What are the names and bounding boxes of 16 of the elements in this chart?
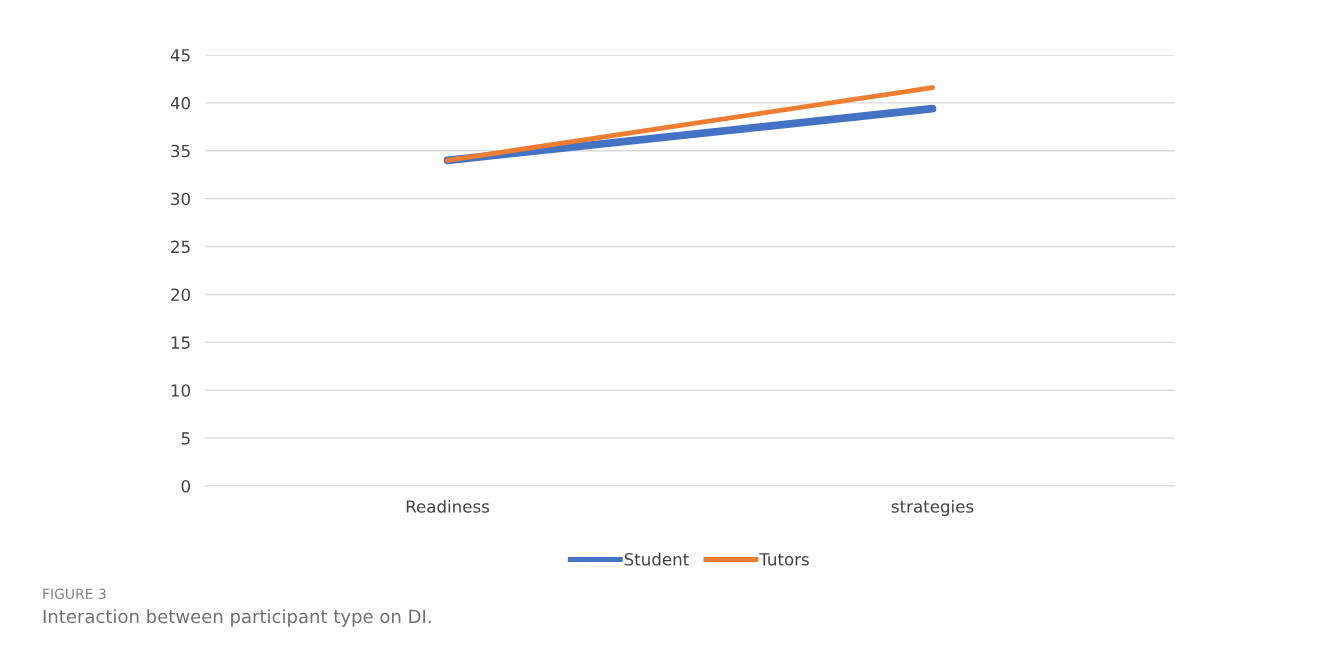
- y-tick-label: 5: [181, 432, 190, 445]
- y-tick-label: 0: [181, 479, 190, 493]
- x-tick-label: Readiness: [406, 499, 490, 513]
- y-tick-label: 20: [171, 288, 190, 302]
- y-tick-label: 30: [171, 192, 190, 206]
- y-tick-label: 15: [171, 336, 190, 349]
- y-tick-label: 40: [170, 96, 190, 110]
- caption: FIGURE 3: [43, 588, 106, 600]
- legend-label: Tutors: [759, 553, 809, 566]
- y-tick-label: 45: [170, 49, 190, 62]
- legend-label: Student: [624, 552, 689, 566]
- text: Interaction between participant type on DI.: [43, 609, 431, 627]
- y-tick-label: 10: [171, 384, 190, 397]
- x-tick-label: strategies: [891, 499, 974, 517]
- y-tick-label: 35: [171, 144, 190, 158]
- y-tick-label: 25: [171, 240, 190, 254]
